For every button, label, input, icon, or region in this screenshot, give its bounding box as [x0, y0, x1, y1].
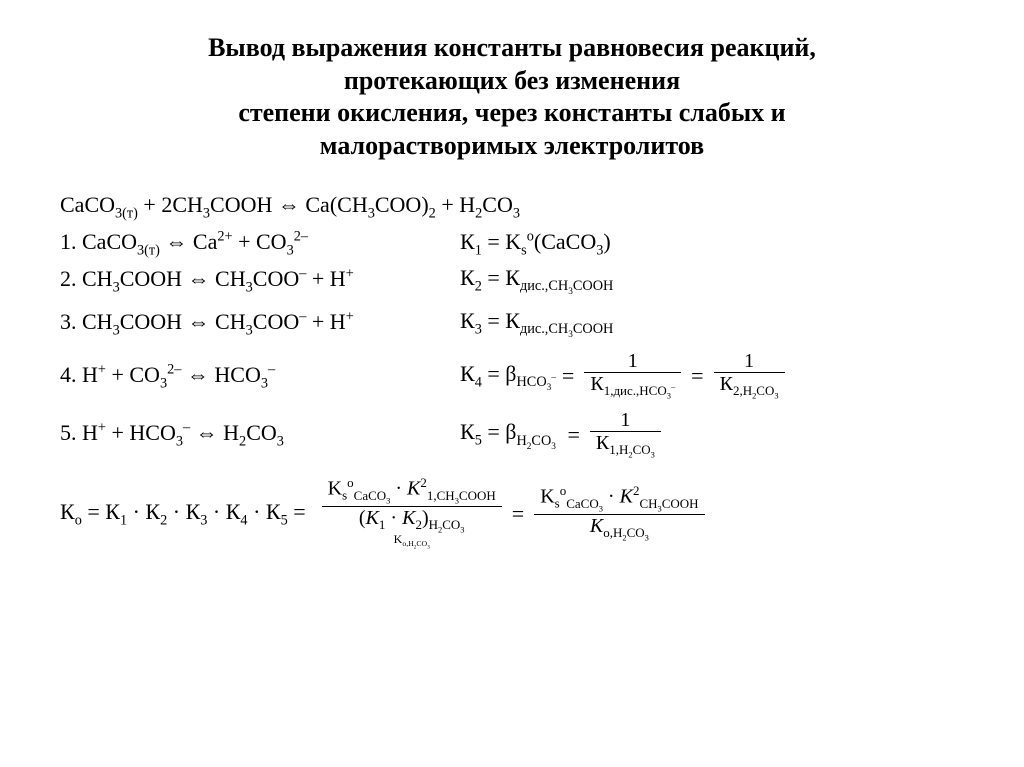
- equals-sign: =: [685, 359, 709, 393]
- final-f1-numerator: KsoCaCO3 · K21,CH3COOH: [322, 476, 502, 507]
- step5-f-numerator: 1: [590, 409, 661, 432]
- step3-equation: 3. CH3COOH ⇔ CH3COO– + H+: [60, 305, 460, 342]
- step3-constant: К3 = Кдис.,CH3COOH: [460, 304, 613, 343]
- reaction-step-5: 5. H+ + HCO3– ⇔ H2CO3 К5 = βH2CO3 = 1 К1…: [60, 409, 964, 460]
- final-f2-numerator: KsoCaCO3 · K2CH3COOH: [534, 484, 704, 515]
- final-f2-denominator: Ko,H2CO3: [534, 515, 704, 543]
- final-f1-denom-under: Ko,H2CO3: [359, 533, 465, 552]
- title-line-4: малорастворимых электролитов: [320, 131, 704, 160]
- final-fraction-1: KsoCaCO3 · K21,CH3COOH (K1 · K2)H2CO3 Ko…: [322, 476, 502, 551]
- reaction-step-4: 4. H+ + CO32– ⇔ HCO3– К4 = βHCO3– = 1 К1…: [60, 350, 964, 401]
- title-line-1: Вывод выражения константы равновесия реа…: [208, 33, 816, 62]
- step4-f2-denominator: К2,H2CO3: [714, 373, 785, 401]
- equals-sign: =: [556, 359, 580, 393]
- reaction-step-1: 1. CaCO3(т) ⇔ Ca2+ + CO32– К1 = Kso(CaCO…: [60, 225, 964, 262]
- final-f1-denom-main: (K1 · K2)H2CO3: [359, 507, 465, 535]
- title-line-2: протекающих без изменения: [344, 66, 680, 95]
- final-f1-denominator: (K1 · K2)H2CO3 Ko,H2CO3: [322, 507, 502, 551]
- step4-fraction-1: 1 К1,дис.,HCO3–: [584, 350, 681, 401]
- step4-f2-numerator: 1: [714, 350, 785, 373]
- step4-fraction-2: 1 К2,H2CO3: [714, 350, 785, 401]
- reaction-step-2: 2. CH3COOH ⇔ CH3COO– + H+ К2 = Кдис.,CH3…: [60, 261, 964, 300]
- step4-f1-denominator: К1,дис.,HCO3–: [584, 373, 681, 401]
- step5-f-denominator: К1,H2CO3: [590, 432, 661, 460]
- reaction-step-3: 3. CH3COOH ⇔ CH3COO– + H+ К3 = Кдис.,CH3…: [60, 304, 964, 343]
- title-line-3: степени окисления, через константы слабы…: [238, 98, 785, 127]
- step2-constant: К2 = Кдис.,CH3COOH: [460, 261, 613, 300]
- page-title: Вывод выражения константы равновесия реа…: [60, 32, 964, 162]
- step4-f1-numerator: 1: [584, 350, 681, 373]
- step1-constant: К1 = Kso(CaCO3): [460, 225, 611, 262]
- final-left: Кo = К1 · К2 · К3 · К4 · К5 =: [60, 495, 306, 532]
- reaction-overall-text: CaCO3(т) + 2CH3COOH ⇔ Ca(CH3COO)2 + H2CO…: [60, 188, 520, 225]
- step5-constant: К5 = βH2CO3: [460, 415, 556, 454]
- step2-equation: 2. CH3COOH ⇔ CH3COO– + H+: [60, 262, 460, 299]
- reaction-overall: CaCO3(т) + 2CH3COOH ⇔ Ca(CH3COO)2 + H2CO…: [60, 188, 964, 225]
- step5-equation: 5. H+ + HCO3– ⇔ H2CO3: [60, 416, 460, 453]
- final-fraction-2: KsoCaCO3 · K2CH3COOH Ko,H2CO3: [534, 484, 704, 542]
- equals-sign: =: [506, 497, 530, 531]
- final-result: Кo = К1 · К2 · К3 · К4 · К5 = KsoCaCO3 ·…: [60, 476, 964, 551]
- step5-fraction: 1 К1,H2CO3: [590, 409, 661, 460]
- equals-sign: =: [556, 418, 586, 452]
- step1-equation: 1. CaCO3(т) ⇔ Ca2+ + CO32–: [60, 225, 460, 262]
- step4-equation: 4. H+ + CO32– ⇔ HCO3–: [60, 358, 460, 395]
- step4-constant: К4 = βHCO3–: [460, 357, 556, 396]
